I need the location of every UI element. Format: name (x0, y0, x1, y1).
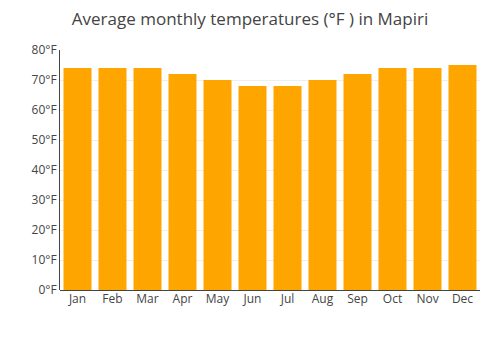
svg-text:Aug: Aug (312, 290, 334, 307)
svg-text:10°F: 10°F (32, 251, 57, 268)
svg-text:70°F: 70°F (32, 71, 57, 88)
svg-text:40°F: 40°F (32, 161, 57, 178)
svg-text:80°F: 80°F (32, 41, 57, 58)
svg-text:0°F: 0°F (38, 281, 56, 298)
svg-text:Apr: Apr (173, 290, 193, 307)
svg-text:Jul: Jul (280, 290, 295, 307)
svg-text:Feb: Feb (102, 290, 122, 307)
svg-text:Jan: Jan (68, 290, 86, 307)
svg-text:Jun: Jun (243, 290, 262, 307)
svg-text:Mar: Mar (136, 290, 158, 307)
svg-text:20°F: 20°F (32, 221, 57, 238)
svg-text:60°F: 60°F (32, 101, 57, 118)
svg-text:50°F: 50°F (32, 131, 57, 148)
svg-text:Sep: Sep (347, 290, 368, 307)
svg-text:Nov: Nov (416, 290, 438, 307)
svg-text:30°F: 30°F (32, 191, 57, 208)
svg-text:Oct: Oct (383, 290, 402, 307)
svg-text:May: May (206, 290, 230, 307)
svg-text:Dec: Dec (452, 290, 473, 307)
svg-text:Average monthly temperatures (: Average monthly temperatures (°F ) in Ma… (72, 7, 428, 30)
